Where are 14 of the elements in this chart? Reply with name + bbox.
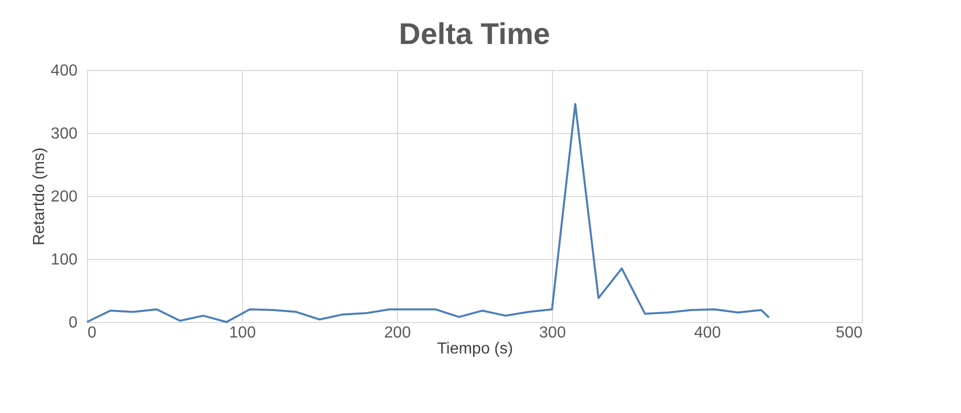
y-tick-label: 300 [50, 126, 78, 142]
y-tick-label: 200 [50, 188, 78, 206]
x-tick-label: 100 [229, 324, 256, 342]
chart-title: Delta Time [398, 18, 550, 51]
y-tick-label: 400 [50, 62, 78, 80]
x-tick-label: 500 [836, 324, 863, 342]
x-tick-label: 300 [539, 324, 566, 342]
line-series [86, 103, 770, 323]
y-axis-title: Retartdo (ms) [30, 148, 48, 246]
x-tick-label: 200 [384, 324, 411, 342]
x-axis-title: Tiempo (s) [437, 340, 513, 358]
x-tick-label: 400 [694, 324, 721, 342]
x-tick-label: 0 [88, 324, 96, 342]
y-tick-label: 100 [50, 252, 78, 268]
